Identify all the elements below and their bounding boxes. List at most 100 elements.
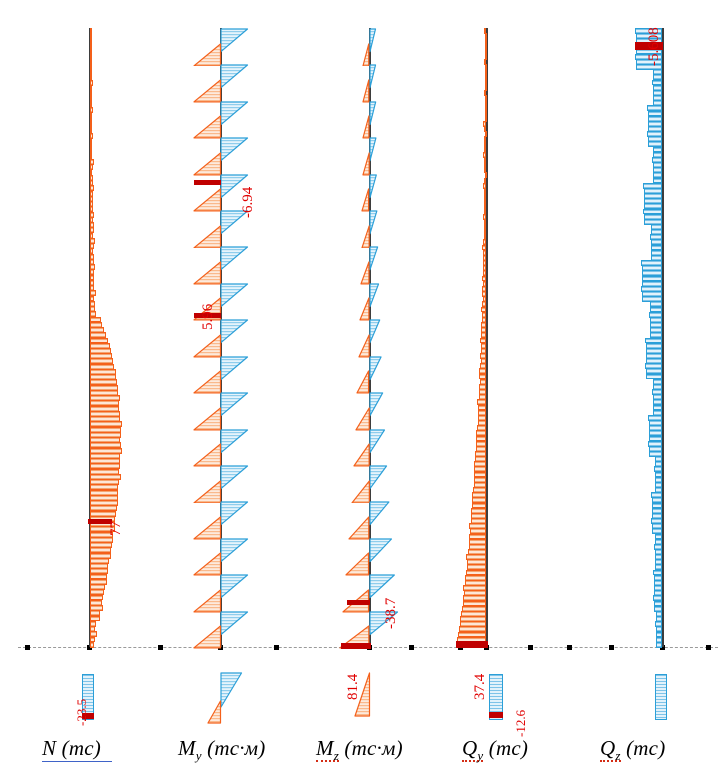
N-sub-max-marker — [82, 713, 94, 719]
baseline-node — [157, 645, 163, 650]
My-blue-triangle — [220, 610, 249, 635]
Mz-blue-triangle — [369, 574, 395, 599]
annotation-N-max: 77 — [108, 521, 124, 536]
My-blue-triangle — [220, 101, 249, 125]
My-blue-triangle — [220, 574, 249, 599]
annotation-Mz-min: -38.7 — [383, 597, 399, 629]
My-orange-triangle — [192, 479, 221, 503]
My-blue-triangle — [220, 392, 249, 417]
My-orange-triangle — [192, 79, 221, 103]
My-blue-triangle — [220, 137, 249, 162]
annotation-Qy-sub: -12.6 — [513, 709, 528, 737]
N-diagram-block — [89, 641, 95, 648]
Mz-orange-triangle — [360, 261, 370, 285]
My-orange-triangle — [192, 42, 221, 67]
Mz-orange-triangle — [362, 115, 370, 139]
annotation-N-sub: -23.5 — [74, 698, 89, 726]
Mz-blue-triangle — [369, 283, 380, 308]
annotation-Qz-min: -5.608 — [646, 27, 662, 66]
My-blue-triangle — [220, 28, 249, 53]
My-orange-triangle — [192, 370, 221, 394]
My-orange-triangle — [192, 589, 221, 613]
Qz-subdiagram-block — [655, 674, 667, 720]
member-axis-Qy — [486, 28, 488, 647]
Qz-diagram-block — [636, 64, 662, 70]
My-blue-triangle — [220, 210, 249, 235]
My-blue-triangle — [220, 246, 249, 271]
My-blue-triangle — [220, 174, 249, 198]
baseline-node — [408, 645, 414, 650]
baseline-node — [566, 645, 572, 650]
My-blue-triangle — [220, 283, 249, 308]
Qy-max-marker — [456, 641, 488, 648]
Mz-orange-triangle — [353, 443, 370, 467]
Mz-blue-triangle — [369, 319, 381, 344]
Mz-orange-triangle — [362, 152, 370, 176]
Mz-blue-triangle — [369, 174, 377, 198]
Mz-orange-triangle — [355, 407, 370, 431]
My-orange-triangle — [192, 261, 221, 285]
My-orange-triangle — [192, 407, 221, 431]
Mz-blue-triangle — [369, 246, 379, 271]
Mz-sub-orange-triangle — [353, 672, 370, 717]
My-orange-triangle — [192, 552, 221, 576]
caption-Qz: Qz (тс) — [600, 736, 666, 764]
Mz-blue-triangle — [369, 428, 386, 453]
baseline-node — [24, 645, 30, 650]
My-orange-triangle — [192, 443, 221, 467]
Mz-orange-triangle — [348, 516, 370, 540]
caption-Mz: Mz (тс·м) — [316, 736, 403, 764]
caption-My: My (тс·м) — [178, 736, 266, 764]
Mz-orange-triangle — [358, 334, 370, 358]
My-max-marker — [194, 313, 221, 318]
Mz-blue-triangle — [369, 210, 378, 235]
Mz-orange-triangle — [362, 79, 370, 103]
Mz-max-marker — [341, 643, 371, 649]
Mz-blue-triangle — [369, 64, 377, 89]
Qz-diagram-block — [656, 641, 662, 648]
My-orange-triangle — [192, 225, 221, 249]
Mz-blue-triangle — [369, 101, 377, 125]
My-orange-triangle — [192, 188, 221, 212]
annotation-My-max: 5.96 — [200, 303, 216, 330]
baseline-node — [659, 645, 665, 650]
My-orange-triangle — [192, 334, 221, 358]
My-blue-triangle — [220, 465, 249, 490]
Mz-orange-triangle — [345, 552, 370, 576]
Qz-min-marker — [635, 42, 663, 50]
Mz-orange-triangle — [351, 479, 370, 503]
Mz-orange-triangle — [362, 42, 370, 67]
Mz-orange-triangle — [361, 225, 370, 249]
My-blue-triangle — [220, 538, 249, 562]
Mz-min-marker — [347, 600, 370, 605]
baseline-node — [483, 645, 489, 650]
Mz-blue-triangle — [369, 501, 390, 526]
Mz-blue-triangle — [369, 538, 393, 562]
member-axis-Qz — [662, 28, 664, 647]
N-subdiagram-block — [82, 674, 94, 720]
My-orange-triangle — [192, 152, 221, 176]
annotation-My-min: -6.94 — [240, 186, 256, 218]
baseline-node — [608, 645, 614, 650]
annotation-Qy-max: 37.4 — [472, 673, 488, 700]
N-max-marker — [88, 519, 112, 524]
Mz-blue-triangle — [369, 356, 382, 380]
baseline-node — [273, 645, 279, 650]
Mz-orange-triangle — [359, 297, 370, 321]
My-blue-triangle — [220, 428, 249, 453]
My-blue-triangle — [220, 64, 249, 89]
baseline-node — [527, 645, 533, 650]
My-min-marker — [194, 180, 221, 185]
My-blue-triangle — [220, 319, 249, 344]
My-blue-triangle — [220, 356, 249, 380]
Qy-sub-max-marker — [489, 712, 503, 718]
caption-Qy: Qy (тс) — [462, 736, 529, 764]
My-orange-triangle — [192, 115, 221, 139]
My-blue-triangle — [220, 501, 249, 526]
Mz-blue-triangle — [369, 28, 377, 53]
My-sub-blue-triangle — [220, 672, 243, 708]
Mz-blue-triangle — [369, 465, 388, 490]
Mz-blue-triangle — [369, 137, 377, 162]
Mz-blue-triangle — [369, 610, 399, 635]
